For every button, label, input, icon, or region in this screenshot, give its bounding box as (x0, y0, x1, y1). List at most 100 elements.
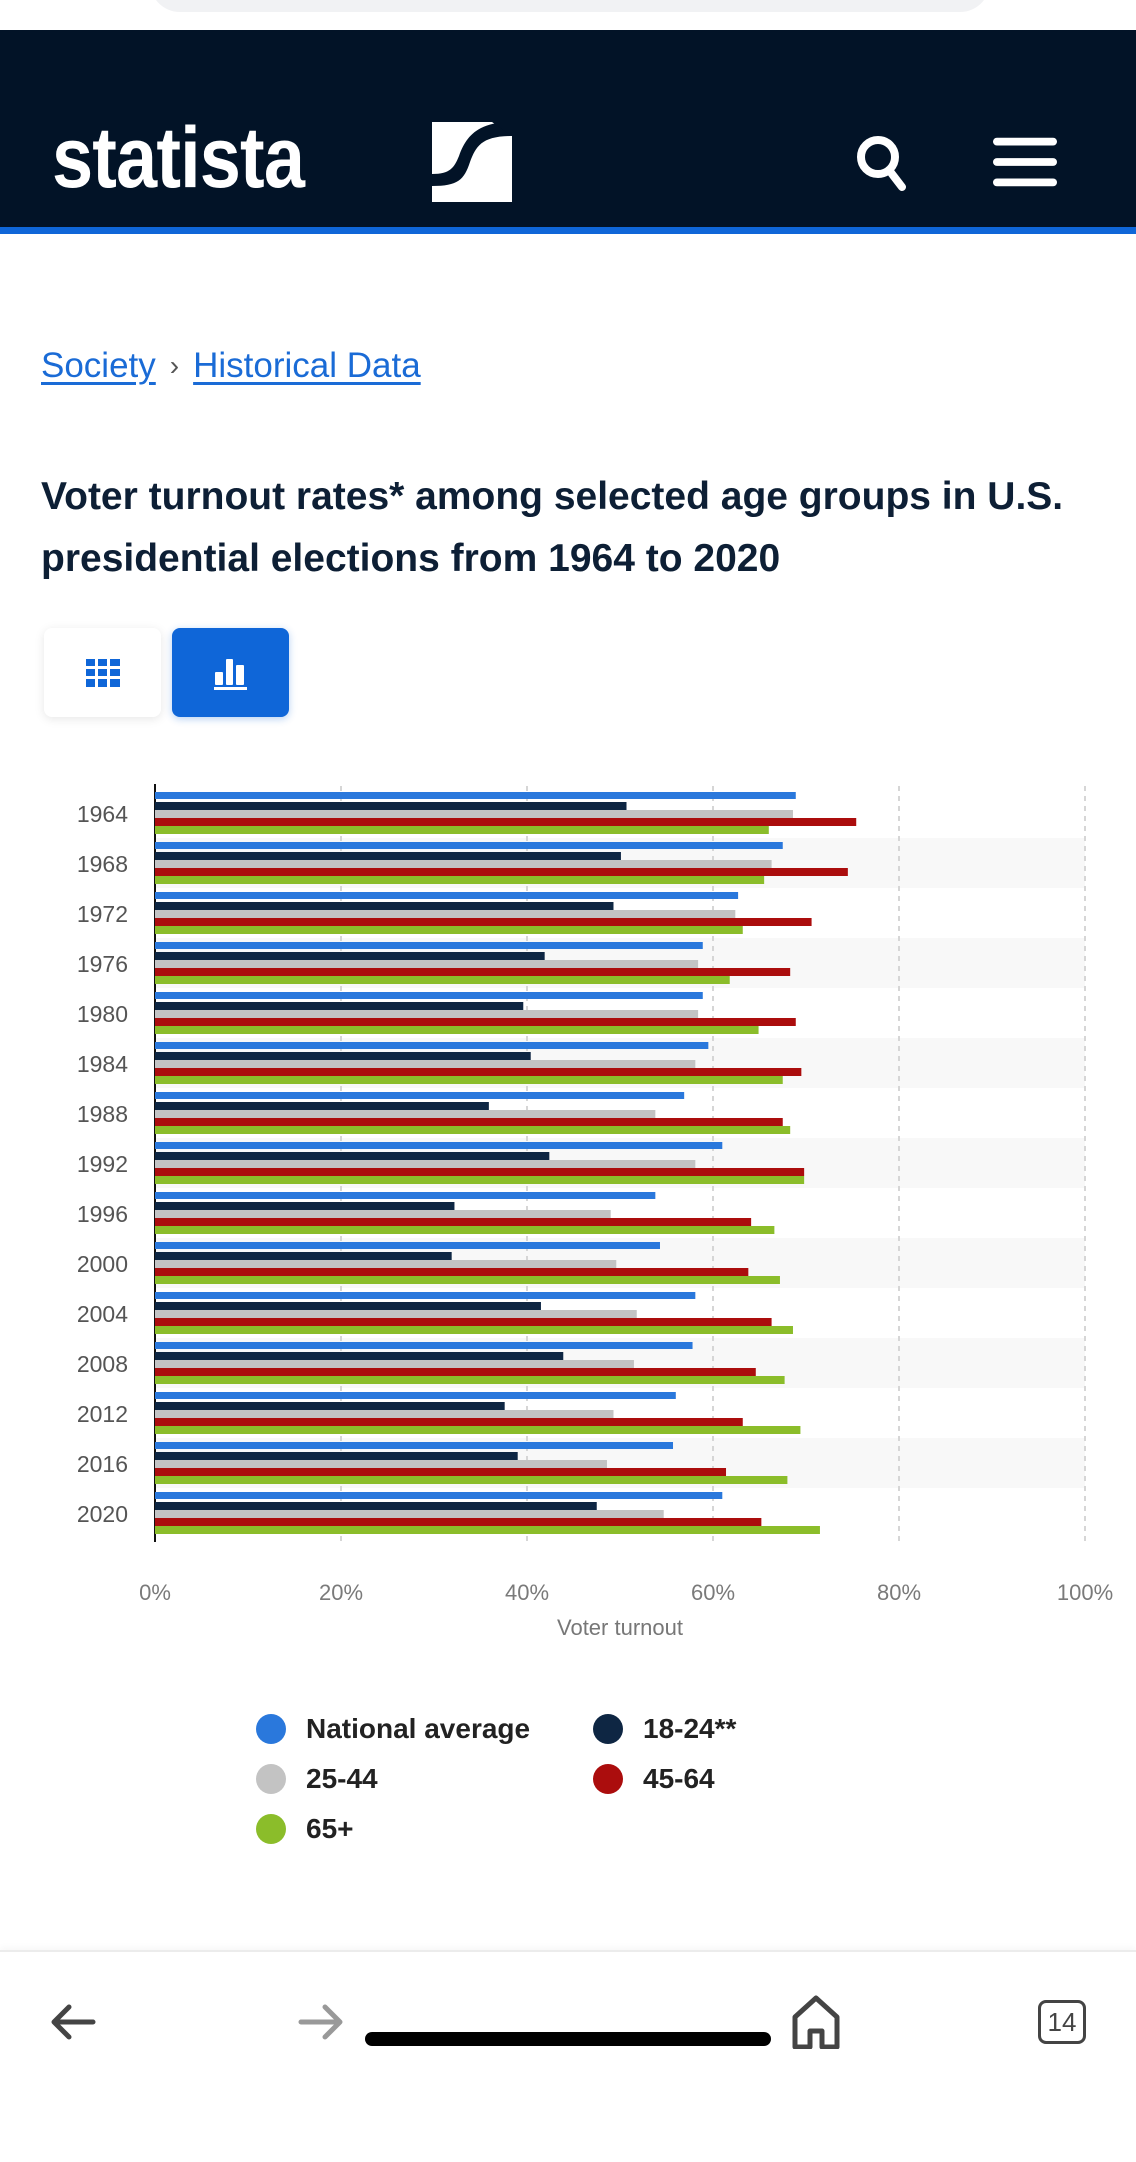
y-tick-label: 1968 (77, 851, 128, 877)
bar-45-64-1964 (155, 818, 857, 826)
bar-45-64-1972 (155, 918, 812, 926)
legend-label: 65+ (306, 1813, 354, 1844)
bar-65--1976 (155, 976, 730, 984)
bar-18-24--2008 (155, 1352, 564, 1360)
legend-label: 45-64 (643, 1763, 715, 1794)
breadcrumb-historical-data[interactable]: Historical Data (193, 346, 421, 385)
y-tick-label: 1976 (77, 951, 128, 977)
legend-dot-icon (593, 1764, 623, 1794)
legend-item-65-plus[interactable]: 65+ (256, 1808, 593, 1850)
y-tick-label: 2016 (77, 1451, 128, 1477)
voter-turnout-chart: 1964 1968 1972 1976 1980 1984 1988 1992 1996 2000… (77, 784, 1113, 1640)
y-tick-label: 2000 (77, 1251, 128, 1277)
bar-25-44-1984 (155, 1060, 696, 1068)
back-button[interactable] (43, 1992, 103, 2052)
home-button[interactable] (786, 1992, 846, 2052)
bar-18-24--2016 (155, 1452, 518, 1460)
table-grid-icon (85, 658, 120, 687)
bar-18-24--1996 (155, 1202, 455, 1210)
breadcrumb-society[interactable]: Society (41, 346, 156, 385)
x-tick-label: 0% (139, 1580, 171, 1605)
y-tick-label: 2012 (77, 1401, 128, 1427)
bar-national-average-2004 (155, 1292, 696, 1299)
tabs-button[interactable]: 14 (1032, 1992, 1092, 2052)
bar-25-44-1972 (155, 910, 736, 918)
bar-national-average-1964 (155, 792, 796, 799)
bar-national-average-1976 (155, 942, 703, 949)
bar-65--2004 (155, 1326, 793, 1334)
bar-national-average-2008 (155, 1342, 693, 1349)
menu-button[interactable] (993, 130, 1057, 194)
bar-45-64-1996 (155, 1218, 752, 1226)
bar-chart-icon (213, 658, 247, 690)
y-tick-label: 2020 (77, 1501, 128, 1527)
bar-national-average-2016 (155, 1442, 674, 1449)
hamburger-menu-icon (993, 137, 1057, 187)
bar-18-24--2020 (155, 1502, 597, 1510)
legend-dot-icon (256, 1814, 286, 1844)
bar-18-24--1968 (155, 852, 621, 860)
bar-45-64-1988 (155, 1118, 783, 1126)
legend-item-national-average[interactable]: National average (256, 1708, 593, 1750)
bar-65--2008 (155, 1376, 785, 1384)
bar-25-44-1980 (155, 1010, 699, 1018)
header-accent-line (0, 227, 1136, 234)
bar-25-44-1964 (155, 810, 793, 818)
home-indicator (365, 2032, 771, 2046)
y-tick-label: 1988 (77, 1101, 128, 1127)
bar-45-64-2016 (155, 1468, 727, 1476)
forward-button[interactable] (291, 1992, 351, 2052)
legend-item-45-64[interactable]: 45-64 (593, 1758, 793, 1800)
bar-45-64-2004 (155, 1318, 772, 1326)
bar-18-24--1992 (155, 1152, 550, 1160)
x-tick-label: 40% (505, 1580, 549, 1605)
x-axis-title: Voter turnout (557, 1615, 683, 1640)
bar-45-64-1992 (155, 1168, 805, 1176)
bar-18-24--1988 (155, 1102, 489, 1110)
x-tick-label: 20% (319, 1580, 363, 1605)
y-tick-label: 1980 (77, 1001, 128, 1027)
bar-65--2020 (155, 1526, 820, 1534)
legend-item-25-44[interactable]: 25-44 (256, 1758, 593, 1800)
legend-dot-icon (256, 1764, 286, 1794)
bar-18-24--2004 (155, 1302, 541, 1310)
legend-label: 18-24** (643, 1713, 737, 1744)
bar-national-average-1988 (155, 1092, 685, 1099)
search-icon (857, 136, 906, 191)
bar-25-44-1968 (155, 860, 772, 868)
table-view-button[interactable] (44, 628, 161, 717)
arrow-right-icon (298, 2004, 343, 2040)
bar-25-44-2012 (155, 1410, 614, 1418)
bar-45-64-2008 (155, 1368, 756, 1376)
bar-18-24--1964 (155, 802, 627, 810)
page-title: Voter turnout rates* among selected age … (41, 475, 1064, 580)
breadcrumb-separator: › (169, 350, 180, 381)
bar-25-44-2004 (155, 1310, 637, 1318)
legend-item-18-24[interactable]: 18-24** (593, 1708, 793, 1750)
bar-65--1988 (155, 1126, 791, 1134)
bar-65--1992 (155, 1176, 805, 1184)
bar-65--1964 (155, 826, 769, 834)
bar-65--2016 (155, 1476, 788, 1484)
bar-25-44-1976 (155, 960, 699, 968)
bar-18-24--1976 (155, 952, 545, 960)
search-button[interactable] (850, 130, 914, 194)
bar-18-24--2000 (155, 1252, 452, 1260)
bar-25-44-1996 (155, 1210, 611, 1218)
arrow-left-icon (51, 2004, 96, 2040)
bar-national-average-1992 (155, 1142, 723, 1149)
bar-65--2000 (155, 1276, 780, 1284)
bar-25-44-2000 (155, 1260, 617, 1268)
y-tick-label: 2008 (77, 1351, 128, 1377)
x-tick-label: 60% (691, 1580, 735, 1605)
bar-national-average-1980 (155, 992, 703, 999)
bar-18-24--2012 (155, 1402, 505, 1410)
statista-logo[interactable]: statista (52, 114, 512, 202)
chart-view-button[interactable] (172, 628, 289, 717)
bar-18-24--1972 (155, 902, 614, 910)
site-header: statista (0, 30, 1136, 227)
y-tick-label: 1992 (77, 1151, 128, 1177)
browser-url-bar[interactable] (150, 0, 990, 12)
bar-national-average-1968 (155, 842, 783, 849)
legend-label: National average (306, 1713, 531, 1744)
